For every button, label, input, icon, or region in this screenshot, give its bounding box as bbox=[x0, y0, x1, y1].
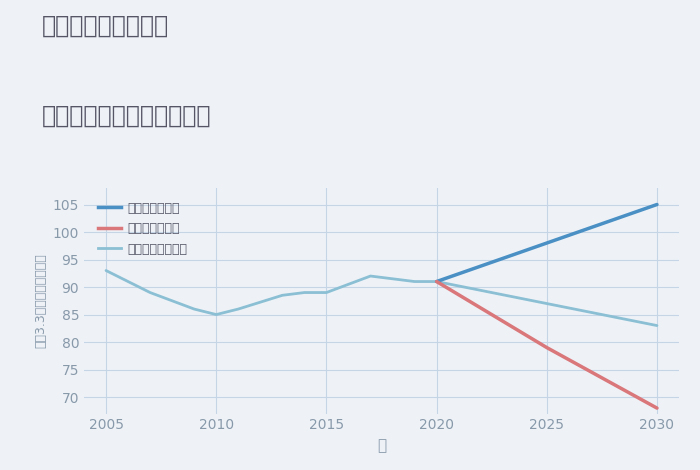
ノーマルシナリオ bbox=[410, 279, 419, 284]
Text: 中古マンションの価格推移: 中古マンションの価格推移 bbox=[42, 103, 211, 127]
ノーマルシナリオ bbox=[366, 273, 375, 279]
グッドシナリオ bbox=[653, 202, 662, 207]
Line: グッドシナリオ: グッドシナリオ bbox=[437, 204, 657, 282]
Line: ノーマルシナリオ: ノーマルシナリオ bbox=[106, 271, 657, 326]
グッドシナリオ bbox=[542, 240, 551, 246]
Legend: グッドシナリオ, バッドシナリオ, ノーマルシナリオ: グッドシナリオ, バッドシナリオ, ノーマルシナリオ bbox=[93, 196, 192, 260]
ノーマルシナリオ bbox=[212, 312, 220, 317]
バッドシナリオ bbox=[653, 405, 662, 411]
ノーマルシナリオ bbox=[542, 301, 551, 306]
ノーマルシナリオ bbox=[300, 290, 309, 295]
バッドシナリオ bbox=[542, 345, 551, 351]
ノーマルシナリオ bbox=[322, 290, 330, 295]
ノーマルシナリオ bbox=[102, 268, 110, 274]
Text: 三重県伊賀市真泥の: 三重県伊賀市真泥の bbox=[42, 14, 169, 38]
X-axis label: 年: 年 bbox=[377, 438, 386, 453]
Line: バッドシナリオ: バッドシナリオ bbox=[437, 282, 657, 408]
ノーマルシナリオ bbox=[234, 306, 242, 312]
ノーマルシナリオ bbox=[653, 323, 662, 329]
ノーマルシナリオ bbox=[389, 276, 397, 282]
バッドシナリオ bbox=[433, 279, 441, 284]
ノーマルシナリオ bbox=[146, 290, 154, 295]
ノーマルシナリオ bbox=[433, 279, 441, 284]
ノーマルシナリオ bbox=[190, 306, 198, 312]
グッドシナリオ bbox=[433, 279, 441, 284]
ノーマルシナリオ bbox=[278, 292, 286, 298]
Y-axis label: 坪（3.3㎡）単価（万円）: 坪（3.3㎡）単価（万円） bbox=[34, 253, 47, 348]
